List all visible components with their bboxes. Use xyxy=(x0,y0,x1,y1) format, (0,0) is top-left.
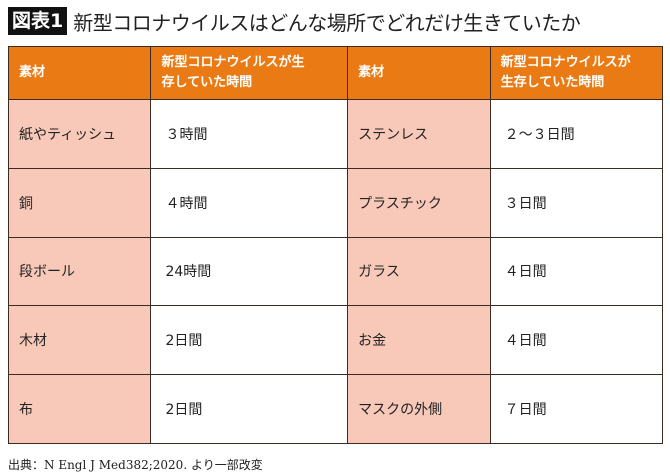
header-material: 素材 xyxy=(7,46,152,100)
survival-time-cell: 2日間 xyxy=(150,305,349,376)
table-row: 木材 2日間 お金 ４日間 xyxy=(7,305,664,376)
material-cell: 紙やティッシュ xyxy=(7,99,152,169)
table-row: 段ボール 24時間 ガラス ４日間 xyxy=(7,236,664,307)
table-header-row: 素材 新型コロナウイルスが生存していた時間 素材 新型コロナウイルスが生存してい… xyxy=(7,46,664,100)
material-cell: 木材 xyxy=(7,305,152,376)
survival-time-cell: ４時間 xyxy=(150,167,349,238)
survival-table: 素材 新型コロナウイルスが生存していた時間 素材 新型コロナウイルスが生存してい… xyxy=(7,46,664,444)
header-survival-time: 新型コロナウイルスが生存していた時間 xyxy=(489,46,664,100)
material-cell: 銅 xyxy=(7,167,152,238)
survival-time-cell: 2日間 xyxy=(150,374,349,444)
survival-time-cell: ２〜３日間 xyxy=(489,99,664,169)
figure-title-text: 新型コロナウイルスはどんな場所でどれだけ生きていたか xyxy=(73,10,581,35)
source-note: 出典：N Engl J Med382;2020. より一部改変 xyxy=(8,458,263,472)
material-cell: マスクの外側 xyxy=(347,374,491,444)
figure-title: 図表1 新型コロナウイルスはどんな場所でどれだけ生きていたか xyxy=(8,6,581,36)
material-cell: プラスチック xyxy=(347,167,491,238)
table-row: 紙やティッシュ ３時間 ステンレス ２〜３日間 xyxy=(7,99,664,169)
survival-time-cell: ４日間 xyxy=(489,305,664,376)
header-material: 素材 xyxy=(347,46,491,100)
header-survival-time: 新型コロナウイルスが生存していた時間 xyxy=(150,46,349,100)
material-cell: ガラス xyxy=(347,236,491,307)
table-row: 布 2日間 マスクの外側 ７日間 xyxy=(7,374,664,444)
material-cell: 段ボール xyxy=(7,236,152,307)
material-cell: ステンレス xyxy=(347,99,491,169)
material-cell: 布 xyxy=(7,374,152,444)
table-row: 銅 ４時間 プラスチック ３日間 xyxy=(7,167,664,238)
survival-time-cell: ３日間 xyxy=(489,167,664,238)
survival-time-cell: 24時間 xyxy=(150,236,349,307)
material-cell: お金 xyxy=(347,305,491,376)
survival-time-cell: ３時間 xyxy=(150,99,349,169)
survival-time-cell: ７日間 xyxy=(489,374,664,444)
survival-time-cell: ４日間 xyxy=(489,236,664,307)
figure-badge: 図表1 xyxy=(8,7,68,35)
